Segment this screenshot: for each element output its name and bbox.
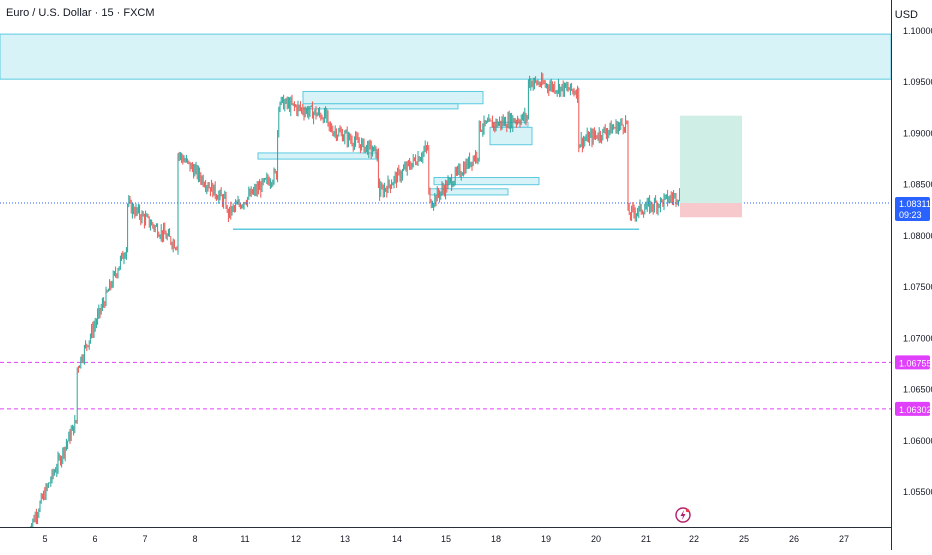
date-tick-label: 11 — [240, 534, 249, 544]
date-tick-label: 6 — [92, 534, 97, 544]
price-tick-label: 1.08000 — [903, 231, 932, 241]
supply-zone — [0, 33, 891, 80]
date-tick-label: 7 — [142, 534, 147, 544]
date-tick-label: 18 — [491, 534, 501, 544]
price-tick-label: 1.10000 — [903, 26, 932, 36]
horizontal-line-price-label: 1.06302 — [899, 405, 932, 415]
date-tick-label: 5 — [42, 534, 47, 544]
order-block-1 — [302, 90, 484, 105]
price-axis-divider — [891, 0, 892, 550]
price-tick-label: 1.09000 — [903, 128, 932, 138]
last-price-tag — [895, 197, 930, 222]
horizontal-line-price-tag — [895, 355, 930, 370]
date-tick-label: 8 — [192, 534, 197, 544]
order-block-7 — [489, 126, 533, 146]
price-tick-label: 1.05500 — [903, 487, 932, 497]
countdown-label: 09:23 — [899, 210, 922, 220]
horizontal-line-price-tag — [895, 401, 930, 416]
price-tick-label: 1.07000 — [903, 333, 932, 343]
price-tick-label: 1.09500 — [903, 77, 932, 87]
date-tick-label: 12 — [291, 534, 301, 544]
price-tick-label: 1.07500 — [903, 282, 932, 292]
last-price-label: 1.08311 — [899, 199, 931, 209]
date-tick-label: 22 — [689, 534, 699, 544]
price-tick-label: 1.06500 — [903, 385, 932, 395]
order-block-4 — [433, 177, 540, 186]
position-stop-zone — [680, 203, 742, 218]
currency-label: USD — [894, 9, 918, 21]
candles — [29, 72, 682, 527]
price-tick-label: 1.08500 — [903, 180, 932, 190]
flash-icon[interactable] — [675, 507, 691, 523]
horizontal-line-price-label: 1.06755 — [899, 358, 932, 368]
date-tick-label: 26 — [789, 534, 799, 544]
plot-group — [0, 33, 891, 527]
date-tick-label: 21 — [641, 534, 651, 544]
order-block-3 — [257, 152, 379, 160]
date-tick-label: 19 — [541, 534, 551, 544]
date-tick-label: 27 — [839, 534, 849, 544]
date-tick-label: 14 — [392, 534, 402, 544]
date-tick-label: 25 — [739, 534, 749, 544]
symbol-title[interactable]: Euro / U.S. Dollar · 15 · FXCM — [6, 7, 155, 19]
order-block-2 — [302, 103, 459, 110]
date-tick-label: 20 — [591, 534, 601, 544]
time-axis-divider — [0, 527, 891, 528]
price-tick-label: 1.06000 — [903, 436, 932, 446]
position-target-zone — [680, 115, 742, 204]
date-tick-label: 13 — [340, 534, 350, 544]
date-tick-label: 15 — [441, 534, 451, 544]
